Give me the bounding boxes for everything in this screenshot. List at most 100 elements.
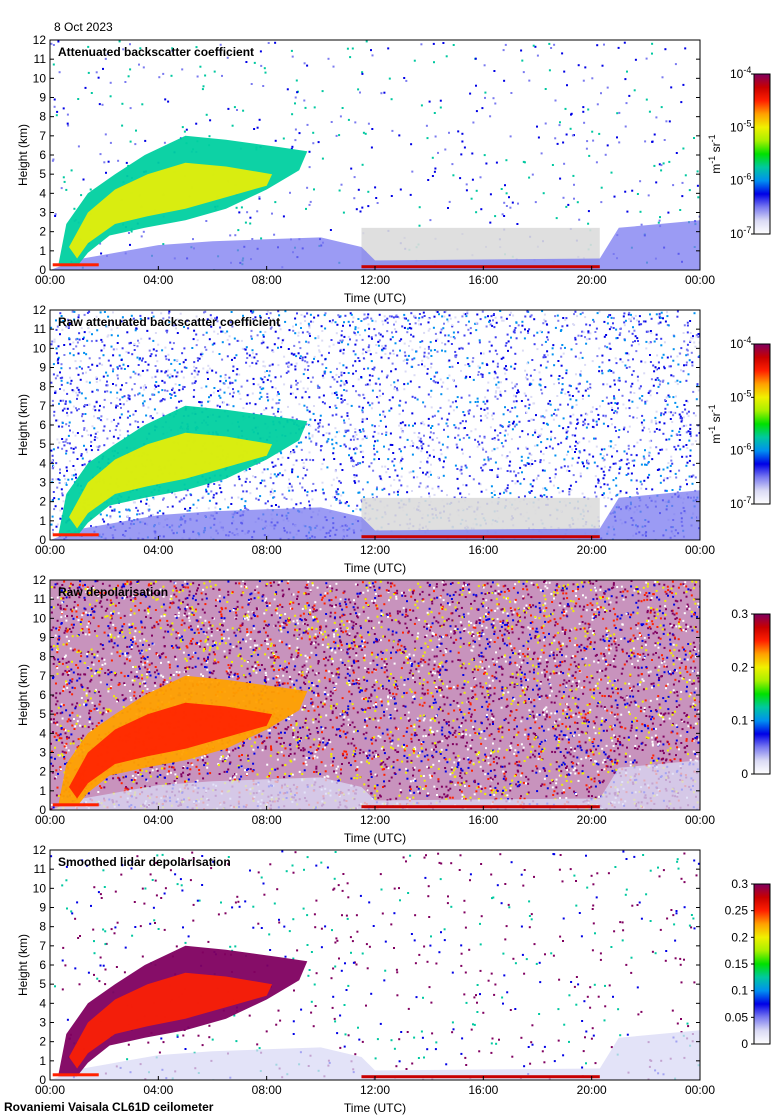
y-tick-label: 9 (39, 91, 46, 105)
y-tick-label: 0 (39, 1073, 46, 1087)
colorbar-tick-label: 0 (741, 1037, 748, 1051)
y-tick-label: 12 (33, 33, 47, 47)
x-tick-label: 16:00 (468, 543, 498, 557)
x-tick-label: 20:00 (577, 273, 607, 287)
y-tick-label: 5 (39, 167, 46, 181)
y-tick-label: 6 (39, 688, 46, 702)
y-tick-label: 12 (33, 843, 47, 857)
x-tick-label: 00:00 (685, 813, 715, 827)
x-tick-label: 20:00 (577, 1083, 607, 1097)
colorbar-tick-label: 10-6 (730, 442, 751, 458)
colorbar-tick-label: 10-7 (730, 225, 751, 241)
colorbar-unit: m-1 sr-1 (707, 404, 723, 443)
panel-title: Smoothed lidar depolarisation (58, 855, 231, 869)
x-tick-label: 20:00 (577, 813, 607, 827)
colorbar-tick-label: 0.3 (731, 877, 748, 891)
y-tick-label: 6 (39, 418, 46, 432)
x-tick-label: 08:00 (252, 1083, 282, 1097)
colorbar-tick-label: 10-7 (730, 495, 751, 511)
heatmap-field (50, 40, 700, 270)
y-tick-label: 6 (39, 148, 46, 162)
y-tick-label: 11 (34, 862, 47, 876)
y-tick-label: 1 (39, 1054, 46, 1068)
x-tick-label: 00:00 (35, 543, 65, 557)
y-tick-label: 10 (33, 71, 47, 85)
colorbar (753, 613, 771, 775)
y-tick-label: 4 (39, 996, 46, 1010)
y-tick-label: 8 (39, 110, 46, 124)
y-tick-label: 2 (39, 495, 46, 509)
y-tick-label: 4 (39, 456, 46, 470)
figure-date: 8 Oct 2023 (54, 20, 113, 34)
y-tick-label: 12 (33, 303, 47, 317)
x-tick-label: 00:00 (35, 1083, 65, 1097)
y-tick-label: 2 (39, 1035, 46, 1049)
y-tick-label: 4 (39, 726, 46, 740)
colorbar-tick-label: 0.05 (725, 1010, 749, 1024)
colorbar-tick-label: 0.1 (731, 714, 748, 728)
colorbar-tick-label: 0.3 (731, 607, 748, 621)
colorbar-tick-label: 0.1 (731, 984, 748, 998)
x-tick-label: 00:00 (685, 543, 715, 557)
colorbar (753, 73, 771, 235)
y-tick-label: 10 (33, 611, 47, 625)
y-tick-label: 8 (39, 650, 46, 664)
y-tick-label: 11 (34, 592, 47, 606)
y-tick-label: 7 (39, 399, 46, 413)
y-tick-label: 9 (39, 361, 46, 375)
y-tick-label: 7 (39, 939, 46, 953)
instrument-label: Rovaniemi Vaisala CL61D ceilometer (4, 1100, 214, 1114)
x-tick-label: 04:00 (143, 1083, 173, 1097)
y-tick-label: 3 (39, 206, 46, 220)
colorbar-tick-label: 10-4 (730, 65, 751, 81)
x-tick-label: 04:00 (143, 543, 173, 557)
x-tick-label: 00:00 (685, 1083, 715, 1097)
colorbar-tick-label: 10-4 (730, 335, 751, 351)
y-tick-label: 1 (39, 514, 46, 528)
colorbar-tick-label: 10-5 (730, 118, 751, 134)
x-tick-label: 08:00 (252, 543, 282, 557)
x-tick-label: 00:00 (35, 813, 65, 827)
colorbar-tick-label: 10-6 (730, 172, 751, 188)
colorbar (753, 343, 771, 505)
colorbar-tick-label: 10-5 (730, 388, 751, 404)
panel-title: Raw attenuated backscatter coefficient (58, 315, 280, 329)
y-tick-label: 3 (39, 746, 46, 760)
x-tick-label: 04:00 (143, 273, 173, 287)
y-tick-label: 11 (34, 52, 47, 66)
colorbar-tick-label: 0.2 (731, 930, 748, 944)
y-axis-label: Height (km) (16, 394, 30, 456)
colorbar-tick-label: 0.25 (725, 904, 749, 918)
x-tick-label: 12:00 (360, 813, 390, 827)
y-tick-label: 12 (33, 573, 47, 587)
x-tick-label: 16:00 (468, 273, 498, 287)
y-tick-label: 7 (39, 669, 46, 683)
panel-title: Raw depolarisation (58, 585, 168, 599)
y-tick-label: 8 (39, 380, 46, 394)
y-tick-label: 7 (39, 129, 46, 143)
x-axis-label: Time (UTC) (344, 291, 406, 305)
y-tick-label: 1 (39, 784, 46, 798)
y-tick-label: 2 (39, 765, 46, 779)
x-tick-label: 12:00 (360, 1083, 390, 1097)
x-tick-label: 12:00 (360, 273, 390, 287)
y-tick-label: 4 (39, 186, 46, 200)
x-tick-label: 20:00 (577, 543, 607, 557)
y-tick-label: 3 (39, 476, 46, 490)
y-tick-label: 5 (39, 707, 46, 721)
heatmap-field (50, 310, 700, 540)
colorbar-tick-label: 0 (741, 767, 748, 781)
y-tick-label: 6 (39, 958, 46, 972)
x-tick-label: 16:00 (468, 813, 498, 827)
y-axis-label: Height (km) (16, 124, 30, 186)
y-tick-label: 9 (39, 631, 46, 645)
y-tick-label: 0 (39, 533, 46, 547)
y-tick-label: 5 (39, 437, 46, 451)
x-axis-label: Time (UTC) (344, 561, 406, 575)
x-tick-label: 16:00 (468, 1083, 498, 1097)
y-axis-label: Height (km) (16, 934, 30, 996)
